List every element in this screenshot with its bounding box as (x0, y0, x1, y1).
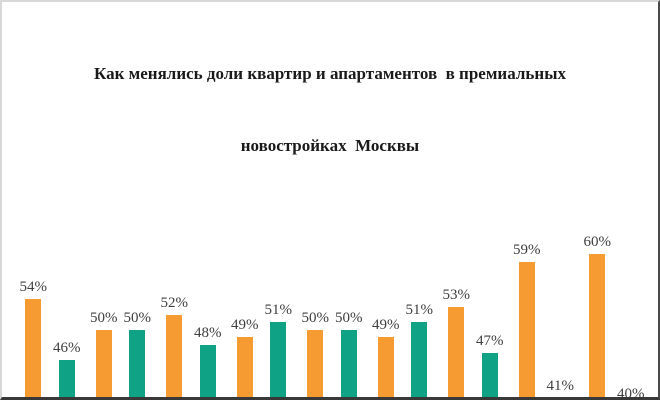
bar-group: 53% 47% (443, 286, 504, 397)
bar-group: 50% 50% (90, 309, 151, 397)
bar-kvartiry (236, 337, 253, 397)
bar-col: 52% (160, 294, 189, 397)
bar-value-label: 50% (301, 310, 330, 326)
bar-kvartiry (95, 330, 112, 397)
bar-group: 52% 48% (161, 294, 222, 397)
bar-value-label: 51% (405, 302, 434, 318)
bar-kvartiry (307, 330, 324, 397)
bar-value-label: 53% (442, 287, 471, 303)
chart-title-line1: Как менялись доли квартир и апартаментов… (94, 64, 566, 83)
bar-col: 54% (19, 278, 48, 397)
bar-value-label: 60% (583, 234, 612, 250)
bar-value-label: 48% (194, 325, 222, 341)
bar-apartamenty (340, 330, 357, 397)
chart-title: Как менялись доли квартир и апартаментов… (2, 14, 658, 206)
plot-area: 54% 46% 50% 50% 52% 48% 49% 51% 50% 50% 49% 51% 53% 4… (18, 233, 645, 397)
bar-value-label: 50% (90, 310, 118, 326)
bar-col: 49% (231, 316, 259, 397)
bar-group: 54% 46% (20, 278, 81, 397)
bar-col: 50% (90, 309, 118, 397)
bar-value-label: 41% (546, 378, 575, 394)
bar-col: 50% (123, 309, 152, 397)
bar-kvartiry (377, 337, 394, 397)
bar-col: 50% (301, 309, 330, 397)
bar-col: 47% (476, 332, 504, 397)
bar-value-label: 51% (264, 302, 293, 318)
bar-value-label: 52% (160, 295, 189, 311)
bar-kvartiry (166, 315, 183, 397)
bar-col: 51% (405, 301, 434, 397)
bar-col: 49% (372, 316, 400, 397)
bar-kvartiry (448, 307, 465, 397)
chart-title-line2: новостройках Москвы (240, 136, 420, 155)
bar-apartamenty (411, 322, 428, 397)
bar-col: 41% (546, 377, 575, 397)
bar-apartamenty (270, 322, 287, 397)
bar-value-label: 50% (123, 310, 152, 326)
bar-kvartiry (518, 262, 535, 397)
bar-value-label: 47% (476, 333, 504, 349)
bar-group: 49% 51% (231, 301, 292, 397)
bar-col: 40% (617, 385, 645, 400)
bar-col: 53% (442, 286, 471, 397)
bar-apartamenty (481, 353, 498, 397)
bar-apartamenty (129, 330, 146, 397)
bar-apartamenty (58, 360, 75, 397)
bar-col: 51% (264, 301, 293, 397)
bar-kvartiry (589, 254, 606, 397)
bar-group: 50% 50% (302, 309, 363, 397)
bar-group: 49% 51% (372, 301, 433, 397)
bar-col: 46% (53, 339, 81, 397)
bar-value-label: 50% (335, 310, 363, 326)
bar-value-label: 54% (19, 279, 48, 295)
bar-group: 59% 41% (513, 241, 574, 397)
bar-col: 48% (194, 324, 222, 397)
bar-value-label: 40% (617, 386, 645, 400)
bar-value-label: 59% (513, 242, 541, 258)
bar-group: 60% 40% (584, 233, 645, 397)
bar-value-label: 49% (231, 317, 259, 333)
bar-col: 60% (583, 233, 612, 397)
bar-value-label: 46% (53, 340, 81, 356)
bar-col: 50% (335, 309, 363, 397)
bar-apartamenty (199, 345, 216, 397)
bar-col: 59% (513, 241, 541, 397)
bar-kvartiry (25, 299, 42, 397)
bar-value-label: 49% (372, 317, 400, 333)
